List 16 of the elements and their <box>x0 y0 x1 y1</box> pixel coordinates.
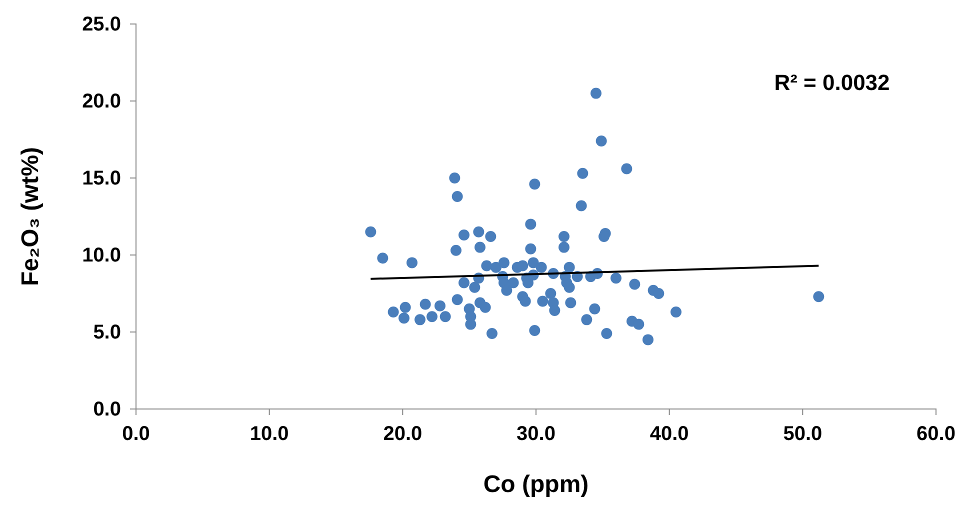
x-axis-title: Co (ppm) <box>483 471 589 498</box>
x-tick-label: 30.0 <box>516 423 556 445</box>
x-tick-label: 0.0 <box>122 423 150 445</box>
x-tick-label: 40.0 <box>650 423 689 445</box>
x-tick-label: 10.0 <box>250 423 289 445</box>
x-tick-label: 50.0 <box>783 423 822 445</box>
y-tick-label: 0.0 <box>93 398 121 420</box>
x-tick-label: 20.0 <box>383 423 422 445</box>
y-tick-label: 5.0 <box>93 321 121 344</box>
y-axis-title: Fe₂O₃ (wt%) <box>17 146 44 286</box>
y-tick-label: 25.0 <box>82 13 121 36</box>
y-tick-label: 10.0 <box>82 244 121 266</box>
y-tick-label: 15.0 <box>82 167 121 190</box>
y-tick-label: 20.0 <box>82 90 121 112</box>
annotation: R² = 0.0032 <box>774 70 890 95</box>
x-tick-label: 60.0 <box>916 423 956 445</box>
